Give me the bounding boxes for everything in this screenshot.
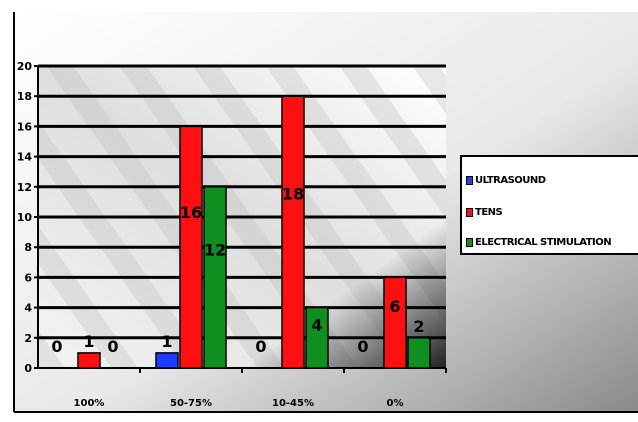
data-label: 0 — [357, 337, 368, 356]
legend-item-tens: TENS — [466, 205, 503, 219]
data-label: 0 — [51, 337, 62, 356]
y-tick-label: 6 — [24, 271, 32, 284]
legend-item-ultrasound: ULTRASOUND — [466, 173, 546, 187]
data-label: 1 — [83, 332, 94, 351]
data-label: 12 — [204, 241, 226, 260]
legend-label-tens: TENS — [475, 206, 503, 218]
data-label: 1 — [161, 332, 172, 351]
y-tick-label: 16 — [17, 120, 33, 133]
data-label: 18 — [282, 184, 304, 203]
y-axis: 0 2 4 6 8 10 12 14 16 18 20 — [17, 60, 39, 375]
x-tick-label: 50-75% — [170, 398, 212, 409]
x-tick-label: 0% — [387, 398, 404, 409]
gridlines — [38, 64, 446, 340]
y-tick-label: 20 — [17, 60, 33, 73]
legend-swatch-ultrasound — [466, 175, 473, 185]
bar-electrical-stimulation — [305, 306, 329, 369]
data-label: 6 — [389, 297, 400, 316]
bar-electrical-stimulation — [203, 186, 227, 369]
legend-label-electrical-stimulation: ELECTRICAL STIMULATION — [475, 236, 612, 248]
y-tick-label: 14 — [17, 151, 33, 164]
y-tick-label: 0 — [24, 362, 32, 375]
data-label: 16 — [180, 203, 202, 222]
bar-tens — [281, 95, 305, 369]
y-tick-label: 8 — [24, 241, 32, 254]
data-label: 0 — [255, 337, 266, 356]
x-tick-label: 100% — [74, 398, 105, 409]
data-label: 2 — [413, 317, 424, 336]
bar-tens — [179, 125, 203, 369]
legend-item-electrical-stimulation: ELECTRICAL STIMULATION — [466, 235, 612, 249]
bar-tens — [77, 352, 101, 369]
y-tick-label: 12 — [17, 181, 32, 194]
y-tick-label: 10 — [17, 211, 33, 224]
y-tick-label: 4 — [24, 302, 32, 315]
legend-swatch-tens — [466, 207, 473, 217]
x-axis: 100% 50-75% 10-45% 0% — [38, 367, 447, 409]
x-tick-label: 10-45% — [272, 398, 314, 409]
bar-tens — [383, 276, 407, 369]
legend-label-ultrasound: ULTRASOUND — [475, 174, 546, 186]
data-label: 0 — [107, 337, 118, 356]
bar-ultrasound — [155, 352, 179, 369]
y-tick-label: 2 — [24, 332, 32, 345]
bars — [77, 95, 431, 369]
y-tick-label: 18 — [17, 90, 32, 103]
legend-swatch-electrical-stimulation — [466, 237, 473, 247]
legend: ULTRASOUND TENS ELECTRICAL STIMULATION — [460, 155, 638, 255]
data-label: 4 — [311, 316, 322, 335]
bar-electrical-stimulation — [407, 337, 431, 369]
